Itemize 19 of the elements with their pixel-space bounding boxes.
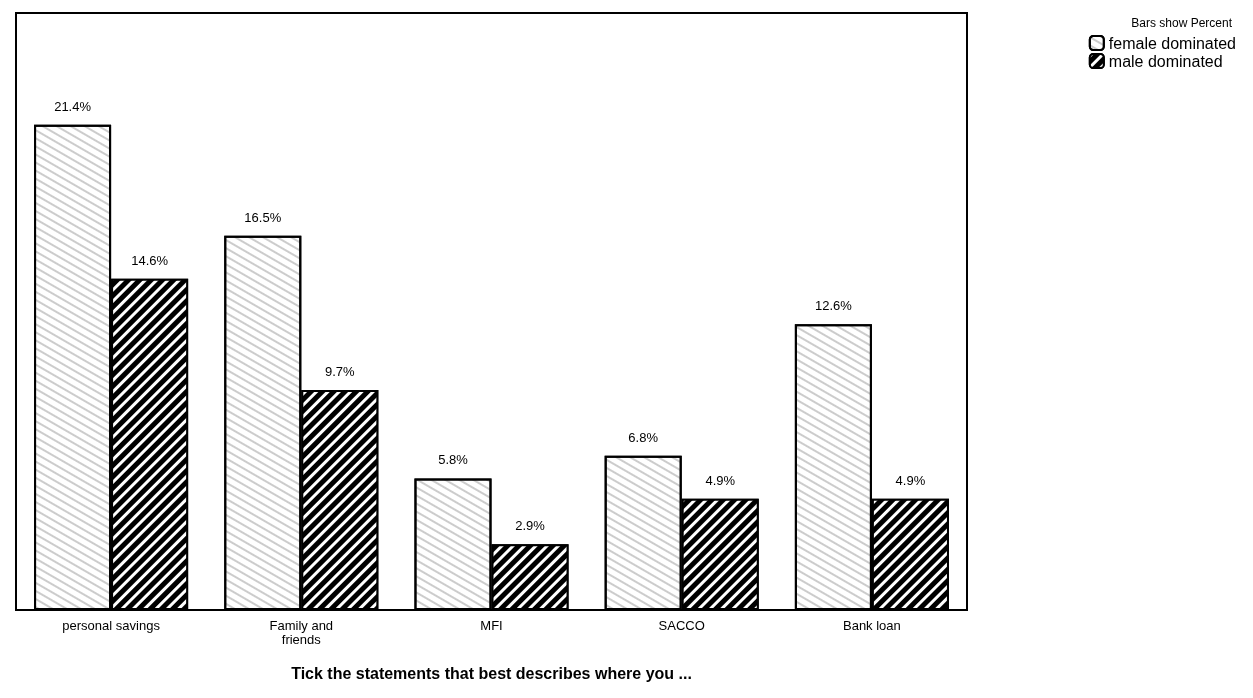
data-label: 9.7%: [325, 364, 356, 379]
legend-title: Bars show Percent: [1131, 16, 1233, 30]
x-tick-label: Family and friends: [269, 617, 334, 647]
data-label: 14.6%: [131, 252, 169, 268]
data-label: 12.6%: [814, 298, 853, 314]
data-label: 21.4%: [54, 98, 92, 114]
x-tick-label: personal savings: [62, 617, 161, 633]
data-label: 2.9%: [515, 518, 546, 534]
data-label: 4.9%: [705, 472, 736, 488]
data-label: 5.8%: [438, 452, 469, 468]
legend-label: male dominated: [1108, 52, 1223, 70]
x-tick-label: Bank loan: [842, 617, 901, 633]
x-tick-label: MFI: [480, 617, 503, 633]
x-tick-label: SACCO: [658, 617, 705, 633]
x-axis-title: Tick the statements that best describes where you ...: [291, 664, 692, 682]
data-label: 4.9%: [895, 472, 926, 488]
legend-label: female dominated: [1108, 34, 1236, 52]
data-label: 16.5%: [244, 209, 282, 225]
data-label: 6.8%: [628, 429, 659, 445]
